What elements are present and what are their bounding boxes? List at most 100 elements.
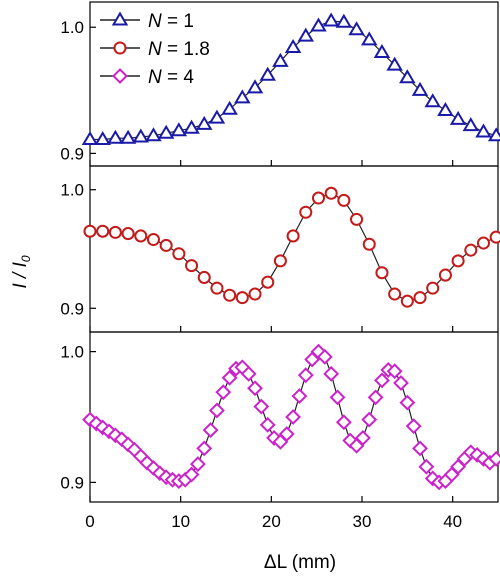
data-point [189, 456, 206, 472]
data-point [323, 365, 340, 382]
data-point [146, 232, 160, 247]
data-point [354, 430, 371, 446]
data-point [405, 418, 422, 435]
panel-bottom: 0.9 1.0 [60, 331, 500, 503]
data-point [132, 128, 150, 143]
panel-frame [89, 165, 499, 333]
x-tick-label: 10 [171, 512, 190, 531]
data-point [234, 89, 251, 104]
legend-marker [112, 68, 128, 84]
data-point [221, 100, 238, 115]
data-point [83, 224, 97, 238]
data-point [449, 110, 467, 125]
data-point [367, 389, 384, 406]
legend-label: N = 1 [148, 11, 194, 32]
data-point [202, 422, 219, 438]
data-point [240, 365, 257, 382]
data-point [259, 66, 276, 81]
legend-label: N = 1.8 [148, 39, 210, 60]
data-point [145, 127, 162, 142]
data-point [424, 93, 441, 108]
data-point [335, 414, 352, 431]
data-point [172, 247, 186, 261]
data-point [272, 52, 289, 67]
data-point [374, 372, 390, 389]
x-tick-label: 0 [85, 512, 94, 531]
y-tick-label: 1.0 [60, 181, 84, 200]
data-point [476, 236, 491, 250]
y-tick-label: 0.9 [60, 144, 84, 163]
data-point [393, 375, 409, 391]
data-point [350, 212, 364, 226]
data-point [253, 398, 270, 415]
data-point [388, 287, 402, 301]
x-axis-label-units: (mm) [286, 552, 336, 573]
panels: 0.9 1.0 0.9 1.0 0.9 1.0 0 10 20 30 40 [60, 1, 500, 531]
data-point [400, 294, 414, 308]
data-point [291, 388, 308, 404]
legend: N = 1 N = 1.8 N = 4 [100, 11, 210, 88]
data-point [324, 186, 338, 200]
panel-top: 0.9 1.0 [60, 1, 500, 167]
legend-label: N = 4 [148, 67, 194, 88]
data-point [273, 254, 287, 268]
y-axis-label: I / I0 [10, 255, 33, 288]
data-point [183, 119, 200, 134]
data-point [399, 69, 416, 84]
y-axis-label-sub: 0 [19, 255, 33, 262]
data-point [81, 131, 99, 146]
data-point [413, 291, 427, 305]
x-axis-label-main: ΔL [264, 552, 287, 573]
data-point [348, 21, 365, 36]
data-point [108, 225, 122, 239]
data-point [362, 237, 376, 251]
data-point [215, 384, 232, 401]
y-axis-label-main: I / I [10, 261, 31, 288]
data-point [386, 363, 403, 380]
data-point [247, 380, 263, 397]
data-point [278, 426, 295, 442]
data-point [183, 466, 200, 483]
data-point [361, 411, 378, 428]
y-tick-label: 0.9 [60, 473, 84, 492]
data-point [489, 230, 500, 244]
data-point [185, 259, 199, 273]
data-point [418, 458, 435, 475]
data-point [297, 367, 314, 384]
data-point [335, 13, 353, 28]
data-point [297, 27, 315, 42]
data-point [259, 416, 276, 433]
data-point [437, 102, 454, 117]
data-point [399, 394, 416, 411]
data-point [261, 275, 275, 289]
data-point [462, 117, 480, 132]
x-tick-label: 20 [262, 512, 281, 531]
data-point [119, 129, 137, 144]
data-point [337, 193, 351, 207]
data-point [195, 115, 213, 130]
data-point [210, 281, 224, 295]
data-point [159, 238, 173, 252]
x-tick-label: 40 [443, 512, 462, 531]
data-point [107, 129, 124, 144]
data-point [170, 122, 188, 137]
data-point [157, 124, 175, 139]
data-point [329, 389, 346, 406]
data-point [412, 440, 428, 457]
y-tick-label: 1.0 [60, 18, 84, 37]
data-point [285, 409, 302, 425]
data-point [197, 270, 211, 284]
data-point [94, 131, 111, 146]
x-tick-label: 30 [353, 512, 372, 531]
data-point [196, 440, 213, 457]
data-point [246, 79, 264, 94]
data-point [464, 243, 478, 257]
y-tick-label: 1.0 [60, 343, 84, 362]
data-point [322, 12, 340, 27]
data-point [316, 348, 333, 365]
data-point [426, 281, 440, 295]
legend-marker [111, 11, 129, 26]
data-point [96, 224, 110, 238]
y-tick-label: 0.9 [60, 299, 84, 318]
